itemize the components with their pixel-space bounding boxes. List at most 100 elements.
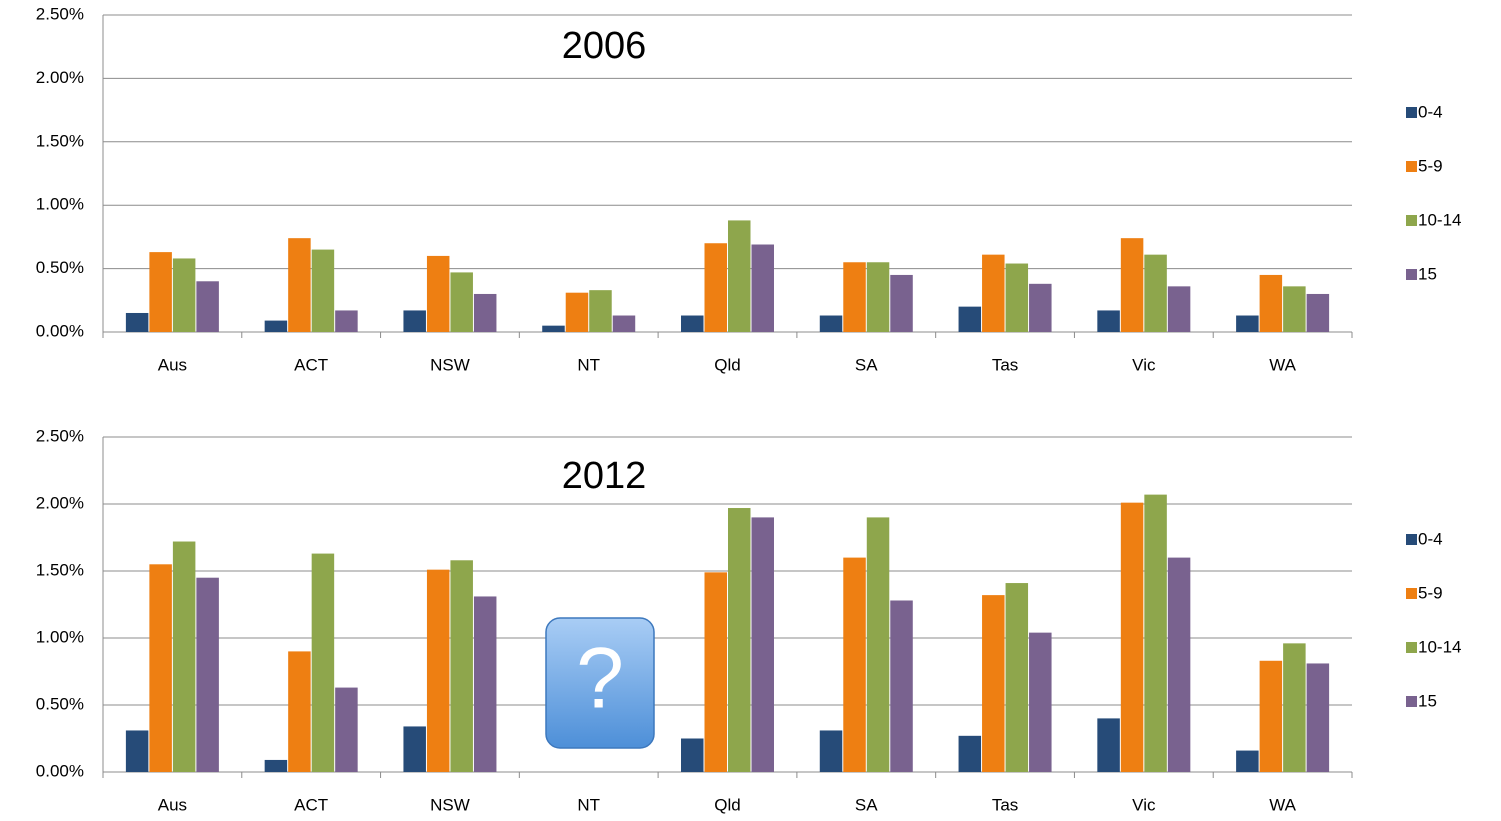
x-tick-label: WA [1269, 795, 1296, 814]
legend-swatch [1406, 696, 1417, 707]
chart-title: 2006 [562, 25, 647, 67]
bar [890, 274, 913, 332]
bar [450, 272, 473, 332]
bar [751, 244, 774, 332]
bar [982, 595, 1005, 772]
legend-label: 5-9 [1418, 583, 1443, 602]
bar [819, 730, 843, 772]
x-tick-label: NSW [430, 795, 470, 814]
bar [1306, 663, 1330, 772]
x-tick-label: Qld [714, 795, 740, 814]
bar [196, 577, 219, 772]
x-tick-label: NT [577, 355, 600, 374]
bar [335, 310, 358, 332]
bar [1097, 310, 1120, 332]
bar [149, 564, 172, 772]
x-tick-label: Tas [992, 355, 1018, 374]
bar [1120, 238, 1144, 332]
x-tick-label: ACT [294, 795, 328, 814]
y-tick-label: 1.00% [36, 195, 84, 214]
y-tick-label: 1.50% [36, 131, 84, 150]
bar [890, 600, 913, 772]
bar [843, 557, 866, 772]
y-tick-label: 0.50% [36, 694, 84, 713]
bar [1283, 643, 1306, 772]
bar [866, 262, 890, 332]
bar [1144, 254, 1167, 332]
bar [311, 553, 335, 772]
x-tick-label: NSW [430, 355, 470, 374]
y-tick-label: 0.00% [36, 761, 84, 780]
bar [1097, 718, 1120, 772]
bar [565, 292, 589, 332]
x-tick-label: Tas [992, 795, 1018, 814]
legend-label: 10-14 [1418, 210, 1461, 229]
bar [1236, 750, 1259, 772]
bar [1120, 502, 1144, 772]
x-tick-label: SA [855, 355, 878, 374]
bar [1306, 293, 1330, 332]
bar [426, 255, 450, 332]
y-tick-label: 1.00% [36, 627, 84, 646]
bar [1005, 583, 1029, 772]
bar [1005, 263, 1029, 332]
bar [1236, 315, 1259, 332]
bar [1029, 632, 1052, 772]
bar [1167, 286, 1191, 332]
x-tick-label: Vic [1132, 355, 1156, 374]
x-tick-label: WA [1269, 355, 1296, 374]
bar [1167, 557, 1191, 772]
bar [843, 262, 866, 332]
bar [264, 320, 288, 332]
annotation: ? [576, 631, 624, 727]
bar [704, 572, 727, 772]
bar [681, 738, 704, 772]
bar [264, 759, 288, 772]
bar [728, 508, 751, 772]
bar [751, 517, 774, 772]
bar [681, 315, 704, 332]
y-tick-label: 2.50% [36, 4, 84, 23]
legend-swatch [1406, 534, 1417, 545]
bar [958, 306, 982, 332]
legend-label: 10-14 [1418, 637, 1461, 656]
legend-label: 5-9 [1418, 156, 1443, 175]
bar [125, 730, 149, 772]
bar [403, 310, 426, 332]
legend-swatch [1406, 107, 1417, 118]
x-tick-label: Aus [158, 355, 187, 374]
bar [172, 541, 196, 772]
bar [288, 651, 311, 772]
bar [866, 517, 890, 772]
legend-swatch [1406, 642, 1417, 653]
bar [589, 290, 612, 332]
y-tick-label: 0.50% [36, 258, 84, 277]
legend-label: 0-4 [1418, 529, 1443, 548]
bar [542, 325, 565, 332]
bar [1283, 286, 1306, 332]
legend-label: 0-4 [1418, 102, 1443, 121]
bar [450, 560, 473, 772]
legend-swatch [1406, 161, 1417, 172]
bar [704, 243, 727, 332]
bar [149, 252, 172, 332]
bar [1259, 274, 1283, 332]
chart-title: 2012 [562, 455, 647, 497]
charts: 0.00% 0.50% 1.00% 1.50% 2.00% 2.50% Aus ACT NSW N… [36, 4, 1462, 814]
legend-label: 15 [1418, 691, 1437, 710]
bar [958, 735, 982, 772]
bar [982, 254, 1005, 332]
bar [426, 569, 450, 772]
x-tick-label: Aus [158, 795, 187, 814]
bar [819, 315, 843, 332]
y-tick-label: 1.50% [36, 560, 84, 579]
bar [612, 315, 636, 332]
bar [403, 726, 426, 772]
x-tick-label: Qld [714, 355, 740, 374]
x-tick-label: SA [855, 795, 878, 814]
legend-swatch [1406, 588, 1417, 599]
bar [172, 258, 196, 332]
bar [125, 312, 149, 332]
y-tick-label: 2.00% [36, 68, 84, 87]
x-tick-label: Vic [1132, 795, 1156, 814]
